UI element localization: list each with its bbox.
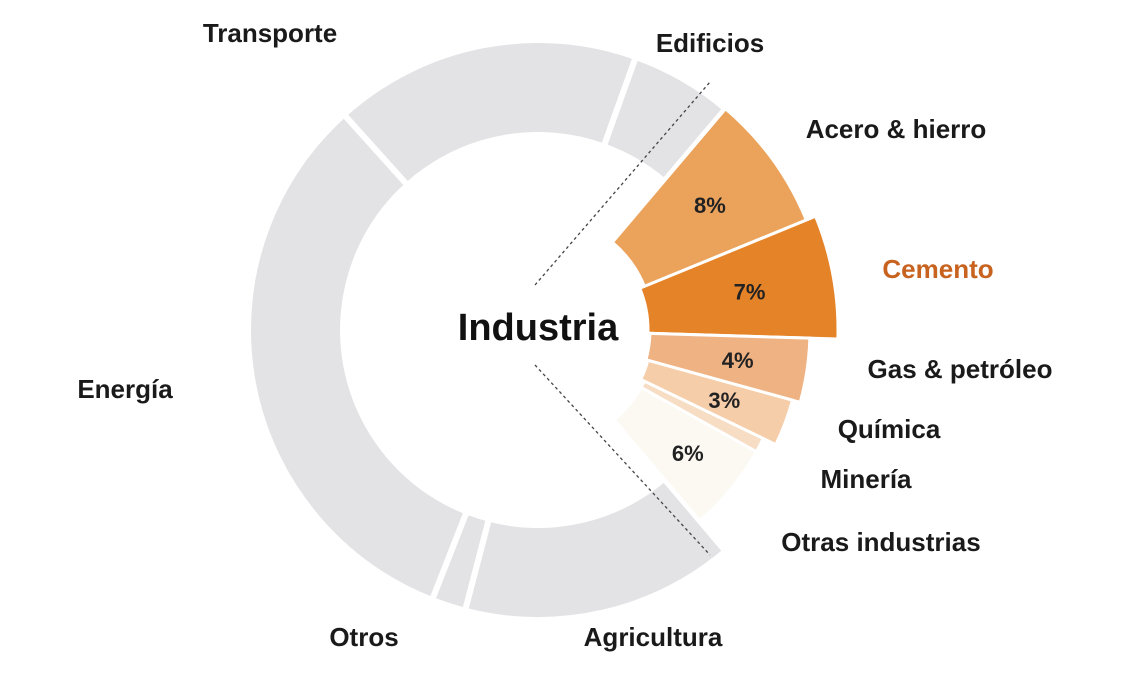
label-cemento: Cemento (882, 254, 993, 284)
label-otras-industrias: Otras industrias (781, 527, 980, 557)
pct-label-acero-hierro: 8% (694, 193, 726, 218)
pct-label-cemento: 7% (734, 280, 766, 305)
leader-lines (534, 81, 711, 556)
center-label: Industria (458, 307, 619, 349)
label-agricultura: Agricultura (584, 622, 723, 652)
industry-breakdown-ring (610, 106, 840, 523)
sector-energia (245, 110, 471, 604)
sector-transporte (339, 37, 640, 190)
label-energia: Energía (77, 374, 173, 404)
label-gas-petroleo: Gas & petróleo (868, 354, 1053, 384)
label-edificios: Edificios (656, 28, 764, 58)
percent-labels: 8% 7% 4% 3% 6% (672, 193, 765, 466)
label-mineria: Minería (820, 464, 912, 494)
label-quimica: Química (838, 414, 941, 444)
pct-label-otras-industrias: 6% (672, 441, 704, 466)
pct-label-gas-petroleo: 4% (722, 348, 754, 373)
label-transporte: Transporte (203, 18, 337, 48)
industry-slice-quimica (638, 358, 795, 447)
label-acero-hierro: Acero & hierro (806, 114, 987, 144)
sector-ring (245, 37, 730, 623)
industry-slice-cemento (637, 214, 840, 341)
leader-line-top (534, 81, 711, 286)
pct-label-quimica: 3% (708, 388, 740, 413)
industry-slice-otras-industrias (612, 385, 759, 523)
leader-line-bottom (534, 364, 711, 556)
label-otros: Otros (329, 622, 398, 652)
